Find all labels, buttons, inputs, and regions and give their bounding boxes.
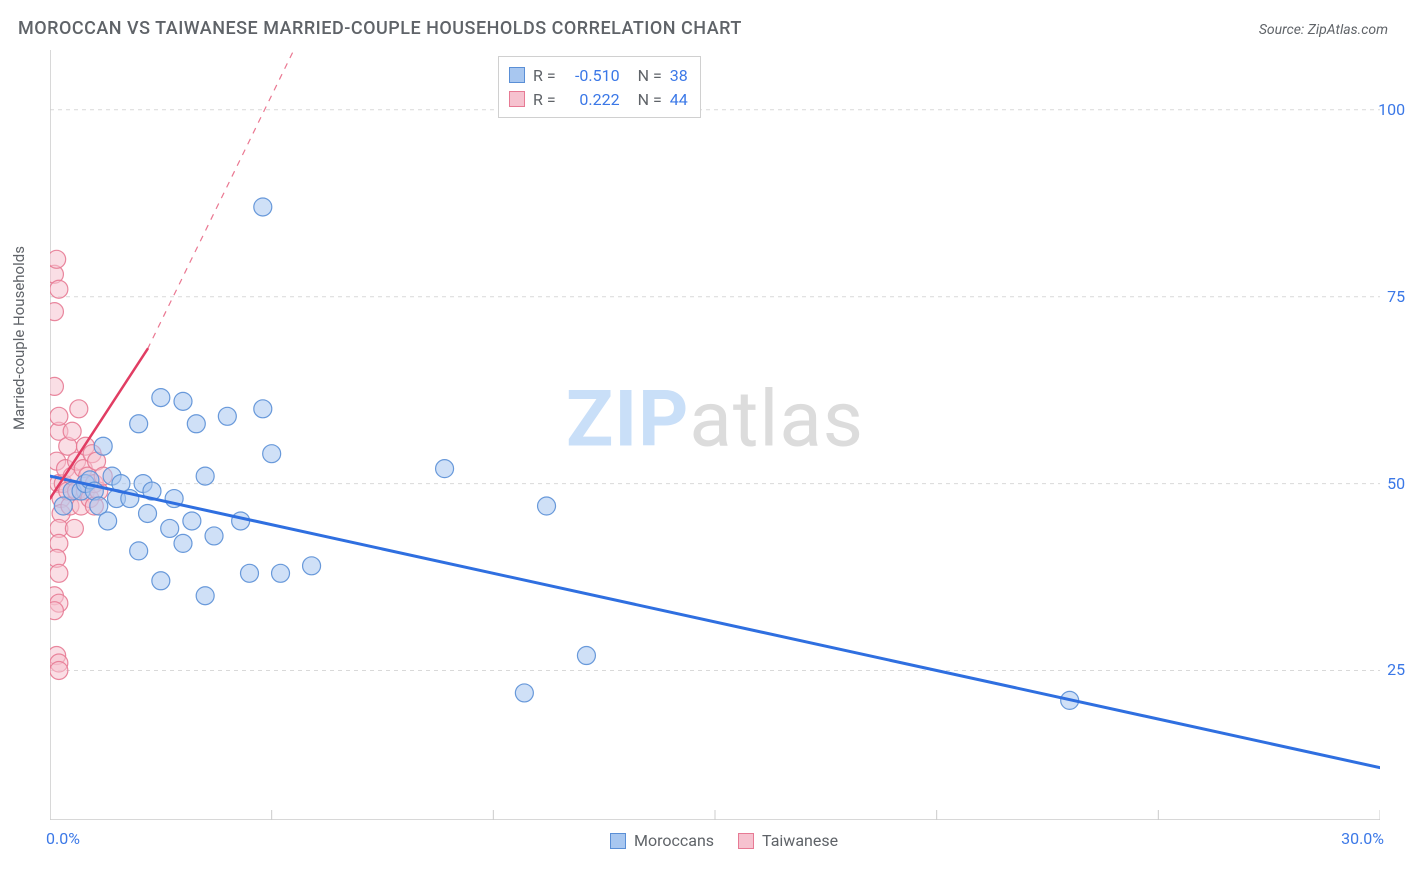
y-tick-label: 50.0% (1340, 474, 1406, 493)
stats-row: R = 0.222 N = 44 (509, 87, 688, 111)
stat-n-value: 38 (670, 66, 688, 85)
legend-label: Moroccans (634, 831, 714, 850)
chart-title: MOROCCAN VS TAIWANESE MARRIED-COUPLE HOU… (18, 18, 742, 39)
legend-item: Taiwanese (738, 831, 838, 850)
stat-r-label: R = (533, 90, 556, 109)
y-axis-label: Married-couple Households (10, 246, 28, 430)
legend-label: Taiwanese (762, 831, 838, 850)
plot-area: ZIPatlas R =-0.510N =38R =0.222N =44 Mor… (50, 50, 1380, 820)
stat-n-value: 44 (670, 90, 688, 109)
y-tick-label: 100.0% (1340, 100, 1406, 119)
stat-r-value: 0.222 (564, 90, 620, 109)
chart-svg (50, 50, 1380, 820)
series-legend: Moroccans Taiwanese (610, 831, 838, 850)
stats-row: R = -0.510 N = 38 (509, 63, 688, 87)
legend-swatch (610, 833, 626, 849)
y-tick-label: 75.0% (1340, 287, 1406, 306)
legend-item: Moroccans (610, 831, 714, 850)
stats-swatch (509, 67, 525, 83)
stat-r-label: R = (533, 66, 556, 85)
y-tick-label: 25.0% (1340, 660, 1406, 679)
source-label: Source: ZipAtlas.com (1259, 22, 1388, 38)
x-tick-label: 30.0% (1341, 829, 1384, 848)
stat-r-value: -0.510 (564, 66, 620, 85)
stat-n-label: N = (638, 66, 662, 85)
x-tick-label: 0.0% (46, 829, 80, 848)
stats-swatch (509, 91, 525, 107)
legend-swatch (738, 833, 754, 849)
stat-n-label: N = (638, 90, 662, 109)
correlation-stats-box: R = -0.510 N = 38 R = 0.222 N = 44 (498, 56, 701, 118)
